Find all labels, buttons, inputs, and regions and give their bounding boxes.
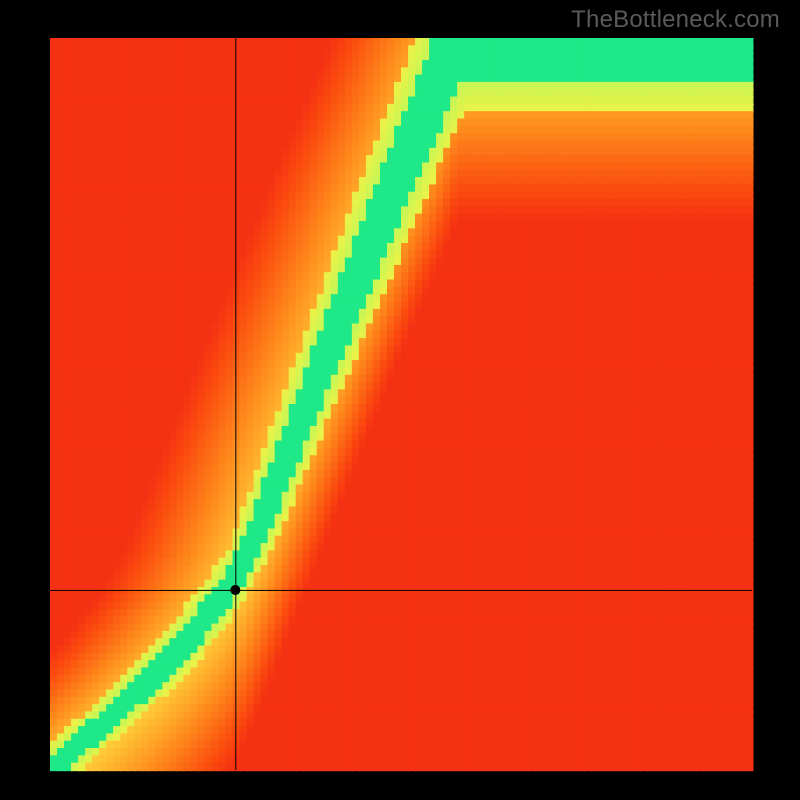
watermark-text: TheBottleneck.com	[571, 6, 780, 34]
bottleneck-heatmap	[0, 0, 800, 800]
chart-root: { "watermark": { "text": "TheBottleneck.…	[0, 0, 800, 800]
